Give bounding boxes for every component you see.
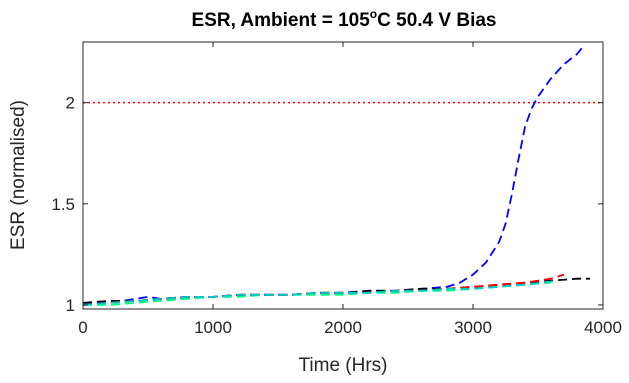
y-axis: 11.52 (51, 94, 603, 315)
y-tick-label: 1.5 (51, 195, 75, 214)
series-line-4 (83, 281, 552, 306)
x-tick-label: 2000 (324, 318, 362, 337)
x-tick-label: 3000 (454, 318, 492, 337)
x-tick-label: 0 (78, 318, 87, 337)
y-tick-label: 1 (66, 296, 75, 315)
x-axis: 0 1000 2000 3000 4000 (78, 42, 622, 337)
series-line-5 (82, 279, 558, 306)
y-tick-label: 2 (66, 94, 75, 113)
x-tick-label: 4000 (584, 318, 622, 337)
series-line-1 (82, 45, 585, 306)
plot-frame (82, 41, 604, 310)
x-tick-label: 1000 (194, 318, 232, 337)
series-line-3 (82, 273, 565, 306)
series-layer (82, 45, 590, 306)
x-axis-label: Time (Hrs) (299, 355, 388, 376)
y-axis-label: ESR (normalised) (8, 100, 29, 250)
chart-title: ESR, Ambient = 105oC 50.4 V Bias (192, 7, 497, 31)
